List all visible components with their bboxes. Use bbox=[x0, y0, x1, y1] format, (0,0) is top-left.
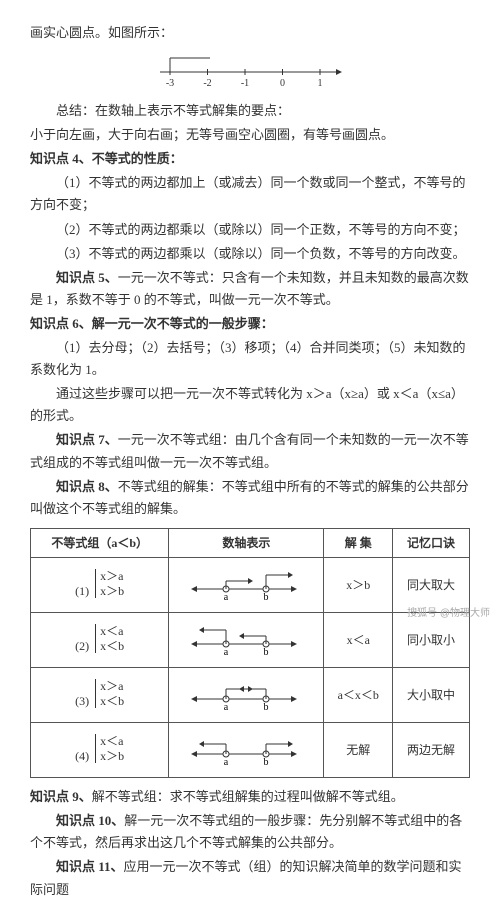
svg-text:b: b bbox=[264, 647, 269, 658]
cell-numberline: ab bbox=[169, 723, 324, 778]
k5-label: 知识点 5、 bbox=[56, 270, 118, 285]
numberline-figure: -3 -2 -1 0 1 bbox=[30, 50, 470, 90]
svg-text:0: 0 bbox=[280, 78, 285, 89]
intro-line: 画实心圆点。如图所示： bbox=[30, 22, 470, 44]
svg-text:a: a bbox=[224, 592, 229, 603]
summary-1: 总结：在数轴上表示不等式解集的要点： bbox=[30, 100, 470, 122]
cell-numberline: ab bbox=[169, 558, 324, 613]
svg-text:b: b bbox=[264, 592, 269, 603]
k6-title: 知识点 6、解一元一次不等式的一般步骤： bbox=[30, 313, 470, 335]
table-row: (3)x＞ax＜baba＜x＜b大小取中 bbox=[31, 668, 470, 723]
summary-2: 小于向左画，大于向右画；无等号画空心圆圈，有等号画圆点。 bbox=[30, 124, 470, 146]
k7-label: 知识点 7、 bbox=[56, 432, 118, 447]
k9-body: 解不等式组：求不等式组解集的过程叫做解不等式组。 bbox=[92, 789, 404, 804]
cell-solution: x＞b bbox=[324, 558, 393, 613]
k4-title-text: 知识点 4、不等式的性质： bbox=[30, 151, 183, 166]
th-group: 不等式组（a＜b） bbox=[31, 528, 169, 557]
svg-text:a: a bbox=[224, 702, 229, 713]
th-solution: 解 集 bbox=[324, 528, 393, 557]
k11-line: 知识点 11、应用一元一次不等式（组）的知识解决简单的数学问题和实际问题 bbox=[30, 856, 470, 900]
cell-mnemonic: 两边无解 bbox=[393, 723, 470, 778]
svg-text:-3: -3 bbox=[166, 78, 174, 89]
k4-item-1: （1）不等式的两边都加上（或减去）同一个数或同一个整式，不等号的方向不变； bbox=[30, 172, 470, 216]
table-row: (4)x＜ax＞bab无解两边无解 bbox=[31, 723, 470, 778]
th-numberline: 数轴表示 bbox=[169, 528, 324, 557]
table-row: (1)x＞ax＞babx＞b同大取大 bbox=[31, 558, 470, 613]
cell-group: (2)x＜ax＜b bbox=[31, 613, 169, 668]
table-row: (2)x＜ax＜babx＜a同小取小 bbox=[31, 613, 470, 668]
svg-text:b: b bbox=[264, 757, 269, 768]
svg-text:b: b bbox=[264, 702, 269, 713]
cell-numberline: ab bbox=[169, 668, 324, 723]
k4-item-3: （3）不等式的两边都乘以（或除以）同一个负数，不等号的方向改变。 bbox=[30, 243, 470, 265]
svg-text:-2: -2 bbox=[203, 78, 211, 89]
svg-text:1: 1 bbox=[318, 78, 323, 89]
table-header-row: 不等式组（a＜b） 数轴表示 解 集 记忆口诀 bbox=[31, 528, 470, 557]
k9-line: 知识点 9、解不等式组：求不等式组解集的过程叫做解不等式组。 bbox=[30, 786, 470, 808]
k11-label: 知识点 11、 bbox=[56, 859, 124, 874]
k6-item-2: 通过这些步骤可以把一元一次不等式转化为 x＞a（x≥a）或 x＜a（x≤a）的形… bbox=[30, 383, 470, 427]
cell-group: (1)x＞ax＞b bbox=[31, 558, 169, 613]
svg-text:-1: -1 bbox=[241, 78, 249, 89]
cell-group: (4)x＜ax＞b bbox=[31, 723, 169, 778]
k10-label: 知识点 10、 bbox=[56, 813, 124, 828]
cell-solution: 无解 bbox=[324, 723, 393, 778]
cell-group: (3)x＞ax＜b bbox=[31, 668, 169, 723]
k4-title: 知识点 4、不等式的性质： bbox=[30, 148, 470, 170]
svg-text:a: a bbox=[224, 757, 229, 768]
k4-item-2: （2）不等式的两边都乘以（或除以）同一个正数，不等号的方向不变； bbox=[30, 219, 470, 241]
watermark: 搜狐号 @物理大师 bbox=[407, 605, 490, 622]
cell-solution: a＜x＜b bbox=[324, 668, 393, 723]
k8-line: 知识点 8、不等式组的解集：不等式组中所有的不等式的解集的公共部分叫做这个不等式… bbox=[30, 476, 470, 520]
cell-numberline: ab bbox=[169, 613, 324, 668]
k5-line: 知识点 5、一元一次不等式：只含有一个未知数，并且未知数的最高次数是 1，系数不… bbox=[30, 267, 470, 311]
k6-title-text: 知识点 6、解一元一次不等式的一般步骤： bbox=[30, 316, 274, 331]
k8-label: 知识点 8、 bbox=[56, 479, 118, 494]
k9-label: 知识点 9、 bbox=[30, 789, 92, 804]
solution-set-table: 不等式组（a＜b） 数轴表示 解 集 记忆口诀 (1)x＞ax＞babx＞b同大… bbox=[30, 528, 470, 778]
cell-solution: x＜a bbox=[324, 613, 393, 668]
k6-item-1: （1）去分母；（2）去括号；（3）移项；（4）合并同类项；（5）未知数的系数化为… bbox=[30, 337, 470, 381]
svg-text:a: a bbox=[224, 647, 229, 658]
k10-line: 知识点 10、解一元一次不等式组的一般步骤：先分别解不等式组中的各个不等式，然后… bbox=[30, 810, 470, 854]
cell-mnemonic: 大小取中 bbox=[393, 668, 470, 723]
k7-line: 知识点 7、一元一次不等式组：由几个含有同一个未知数的一元一次不等式组成的不等式… bbox=[30, 429, 470, 473]
th-mnemonic: 记忆口诀 bbox=[393, 528, 470, 557]
numberline-svg: -3 -2 -1 0 1 bbox=[150, 50, 350, 90]
